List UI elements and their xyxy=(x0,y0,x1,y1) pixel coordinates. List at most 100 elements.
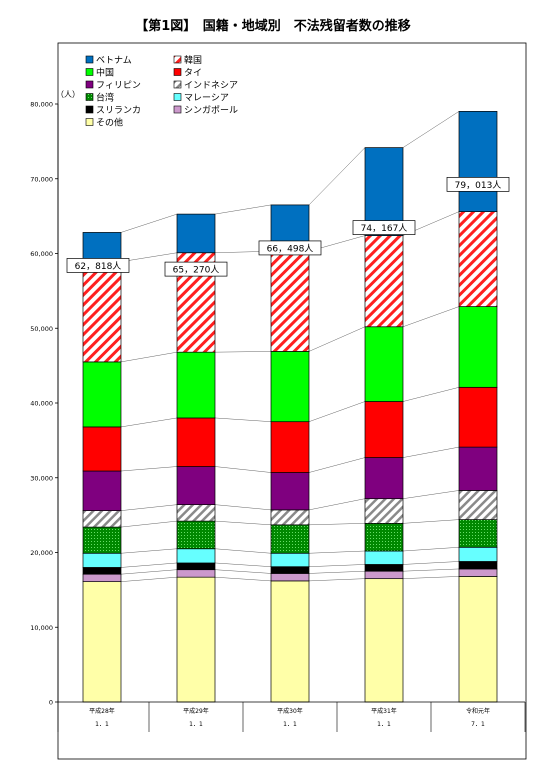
bar-stacks xyxy=(82,111,498,703)
legend-swatch xyxy=(85,105,94,114)
bar-segment xyxy=(458,561,498,570)
connector-line xyxy=(308,570,366,574)
connector-line xyxy=(402,306,460,327)
bar-segment xyxy=(176,576,216,703)
bar-segment xyxy=(270,250,310,352)
y-tick-label: 40,000 xyxy=(30,400,53,408)
connector-line xyxy=(120,417,178,428)
connector-line xyxy=(214,576,272,582)
chart-title: 【第1図】 国籍・地域別 不法残留者数の推移 xyxy=(135,18,411,34)
x-tick-label: 平成28年 xyxy=(89,707,115,715)
y-tick-label: 60,000 xyxy=(30,250,53,258)
connector-line xyxy=(308,523,366,526)
connector-line xyxy=(308,401,366,422)
total-labels: 62，818人 65，270人 66，498人 74，167人 79，013人 xyxy=(66,177,510,277)
bar-segment xyxy=(364,326,404,402)
connector-line xyxy=(120,504,178,511)
x-tick-sublabel: 1．1 xyxy=(95,721,109,728)
total-label: 65，270人 xyxy=(173,265,220,276)
connector-line xyxy=(120,548,178,554)
bar-segment xyxy=(82,470,122,511)
x-tick-sublabel: 1．1 xyxy=(377,721,391,728)
y-tick-label: 70,000 xyxy=(30,175,53,183)
legend-item: スリランカ xyxy=(85,105,141,116)
bar-segment xyxy=(82,581,122,703)
connector-line xyxy=(308,498,366,511)
bar-segment xyxy=(364,522,404,552)
y-tick-label: 10,000 xyxy=(30,624,53,632)
legend-swatch xyxy=(173,105,182,114)
bar-segment xyxy=(270,552,310,568)
bar-segment xyxy=(82,361,122,428)
legend-swatch xyxy=(85,93,94,101)
total-label: 74，167人 xyxy=(361,223,408,234)
connector-line xyxy=(308,578,366,582)
x-tick-label: 平成31年 xyxy=(371,707,397,715)
bar-segment xyxy=(82,573,122,583)
y-tick-label: 0 xyxy=(49,699,53,707)
connector-line xyxy=(214,417,272,422)
bar-segment xyxy=(458,111,498,212)
total-label-box xyxy=(446,177,510,192)
connector-line xyxy=(402,547,460,552)
connector-line xyxy=(402,490,460,499)
bar-segment xyxy=(270,509,310,526)
connector-line xyxy=(402,387,460,402)
legend-item: マレーシア xyxy=(173,93,229,104)
y-tick-label: 20,000 xyxy=(30,549,53,557)
bar-stack xyxy=(82,232,122,703)
connector-line xyxy=(402,519,460,524)
legend-swatch xyxy=(173,80,182,89)
bar-segment xyxy=(270,573,310,582)
bar-segment xyxy=(176,520,216,550)
legend-swatch xyxy=(173,55,182,64)
bar-segment xyxy=(176,466,216,506)
x-tick-label: 平成30年 xyxy=(277,707,303,715)
bar-segment xyxy=(176,548,216,564)
legend-swatch xyxy=(173,68,182,76)
bar-segment xyxy=(82,526,122,554)
bar-segment xyxy=(458,490,498,520)
connector-line xyxy=(214,520,272,526)
y-tick-label: 80,000 xyxy=(30,101,53,109)
connector-line xyxy=(214,204,272,215)
bar-segment xyxy=(458,568,498,577)
connector-line xyxy=(402,568,460,572)
bar-segment xyxy=(270,524,310,554)
x-tick-sublabel: 1．1 xyxy=(283,721,297,728)
connector-line xyxy=(214,569,272,574)
bar-segment xyxy=(364,498,404,524)
bar-segment xyxy=(458,446,498,491)
connector-line xyxy=(120,213,178,233)
connector-line xyxy=(308,564,366,567)
y-axis: 0 10,000 20,000 30,000 40,000 50,000 60,000 70,… xyxy=(30,101,59,707)
connector-line xyxy=(402,561,460,565)
bar-segment xyxy=(82,567,122,575)
bar-segment xyxy=(270,566,310,574)
bar-segment xyxy=(458,306,498,388)
legend-background xyxy=(82,51,252,131)
total-label: 79，013人 xyxy=(455,180,502,191)
bar-stack xyxy=(458,111,498,703)
connector-line xyxy=(120,466,178,472)
connector-line xyxy=(308,550,366,554)
bar-segment xyxy=(458,519,498,548)
connector-line xyxy=(308,147,366,206)
bar-segment xyxy=(82,232,122,263)
bar-stack xyxy=(176,213,216,703)
x-axis: 平成28年 1．1 平成29年 1．1 平成30年 1．1 平成31年 1．1 令和元年 7．1 xyxy=(57,701,526,732)
total-label-box xyxy=(164,261,228,277)
legend-label: その他 xyxy=(96,117,123,129)
bar-segment xyxy=(364,401,404,458)
bar-segment xyxy=(176,351,216,419)
bar-segment xyxy=(364,235,404,328)
y-tick-label: 30,000 xyxy=(30,474,53,482)
bar-segment xyxy=(82,552,122,568)
bar-segment xyxy=(176,417,216,467)
total-label: 66，498人 xyxy=(267,243,314,254)
bar-segment xyxy=(364,570,404,580)
legend-label: マレーシア xyxy=(184,94,229,104)
